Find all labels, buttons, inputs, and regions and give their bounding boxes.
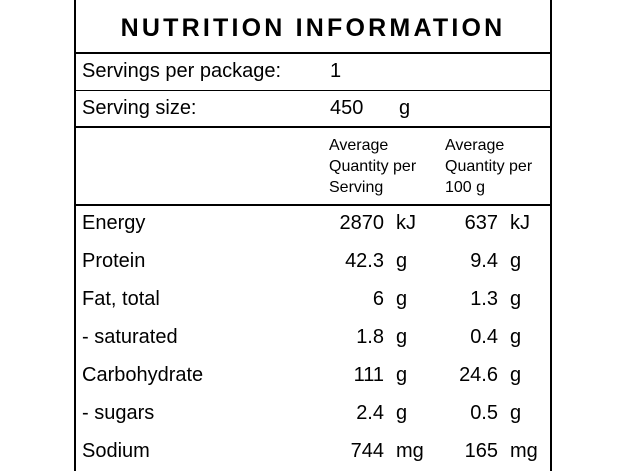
per100-unit: g: [510, 250, 522, 272]
serving-size-value: 450: [330, 97, 364, 119]
serving-amount: 42.3: [345, 250, 384, 272]
serving-unit: kJ: [396, 212, 416, 234]
per100-amount: 0.4: [470, 326, 498, 348]
serving-amount: 744: [350, 440, 384, 462]
serving-size-unit: g: [399, 97, 411, 119]
nutrition-panel: NUTRITION INFORMATION Servings per packa…: [74, 0, 552, 471]
per100-unit: g: [510, 402, 522, 424]
panel-title: NUTRITION INFORMATION: [120, 14, 506, 42]
col-header-per-serving-line: Quantity per: [329, 158, 417, 175]
serving-unit: g: [396, 288, 408, 310]
col-header-per-100g-line: Quantity per: [445, 158, 533, 175]
serving-amount: 2870: [339, 212, 385, 234]
per100-unit: mg: [510, 440, 538, 462]
per100-amount: 1.3: [470, 288, 498, 310]
servings-value: 1: [330, 60, 342, 82]
per100-amount: 24.6: [459, 364, 498, 386]
serving-unit: g: [396, 402, 408, 424]
servings-divider: [76, 90, 550, 91]
serving-amount: 1.8: [356, 326, 384, 348]
nutrient-name: Fat, total: [82, 288, 160, 310]
nutrient-name: Protein: [82, 250, 146, 272]
col-header-per-serving: Average Quantity per Serving: [329, 135, 416, 198]
col-header-per-100g-line: 100 g: [445, 179, 486, 196]
serving-amount: 6: [372, 288, 384, 310]
title-divider: [76, 52, 550, 54]
col-header-per-serving-line: Average: [329, 137, 389, 154]
serving-size-label: Serving size:: [82, 97, 197, 119]
header-bottom-divider: [76, 204, 550, 206]
per100-amount: 165: [464, 440, 498, 462]
nutrient-name: - sugars: [82, 402, 155, 424]
nutrient-name: Sodium: [82, 440, 150, 462]
nutrient-name: Energy: [82, 212, 146, 234]
serving-amount: 2.4: [356, 402, 384, 424]
col-header-per-100g-line: Average: [445, 137, 505, 154]
nutrient-name: - saturated: [82, 326, 178, 348]
servings-label: Servings per package:: [82, 60, 282, 82]
col-header-per-100g: Average Quantity per 100 g: [445, 135, 532, 198]
per100-unit: g: [510, 288, 522, 310]
serving-unit: g: [396, 364, 408, 386]
col-header-per-serving-line: Serving: [329, 179, 384, 196]
serving-unit: g: [396, 326, 408, 348]
header-top-divider: [76, 126, 550, 128]
per100-unit: g: [510, 326, 522, 348]
serving-amount: 111: [353, 364, 384, 386]
per100-unit: g: [510, 364, 522, 386]
per100-unit: kJ: [510, 212, 530, 234]
nutrient-name: Carbohydrate: [82, 364, 204, 386]
serving-unit: g: [396, 250, 408, 272]
per100-amount: 9.4: [470, 250, 498, 272]
serving-unit: mg: [396, 440, 424, 462]
per100-amount: 0.5: [470, 402, 498, 424]
per100-amount: 637: [464, 212, 498, 234]
